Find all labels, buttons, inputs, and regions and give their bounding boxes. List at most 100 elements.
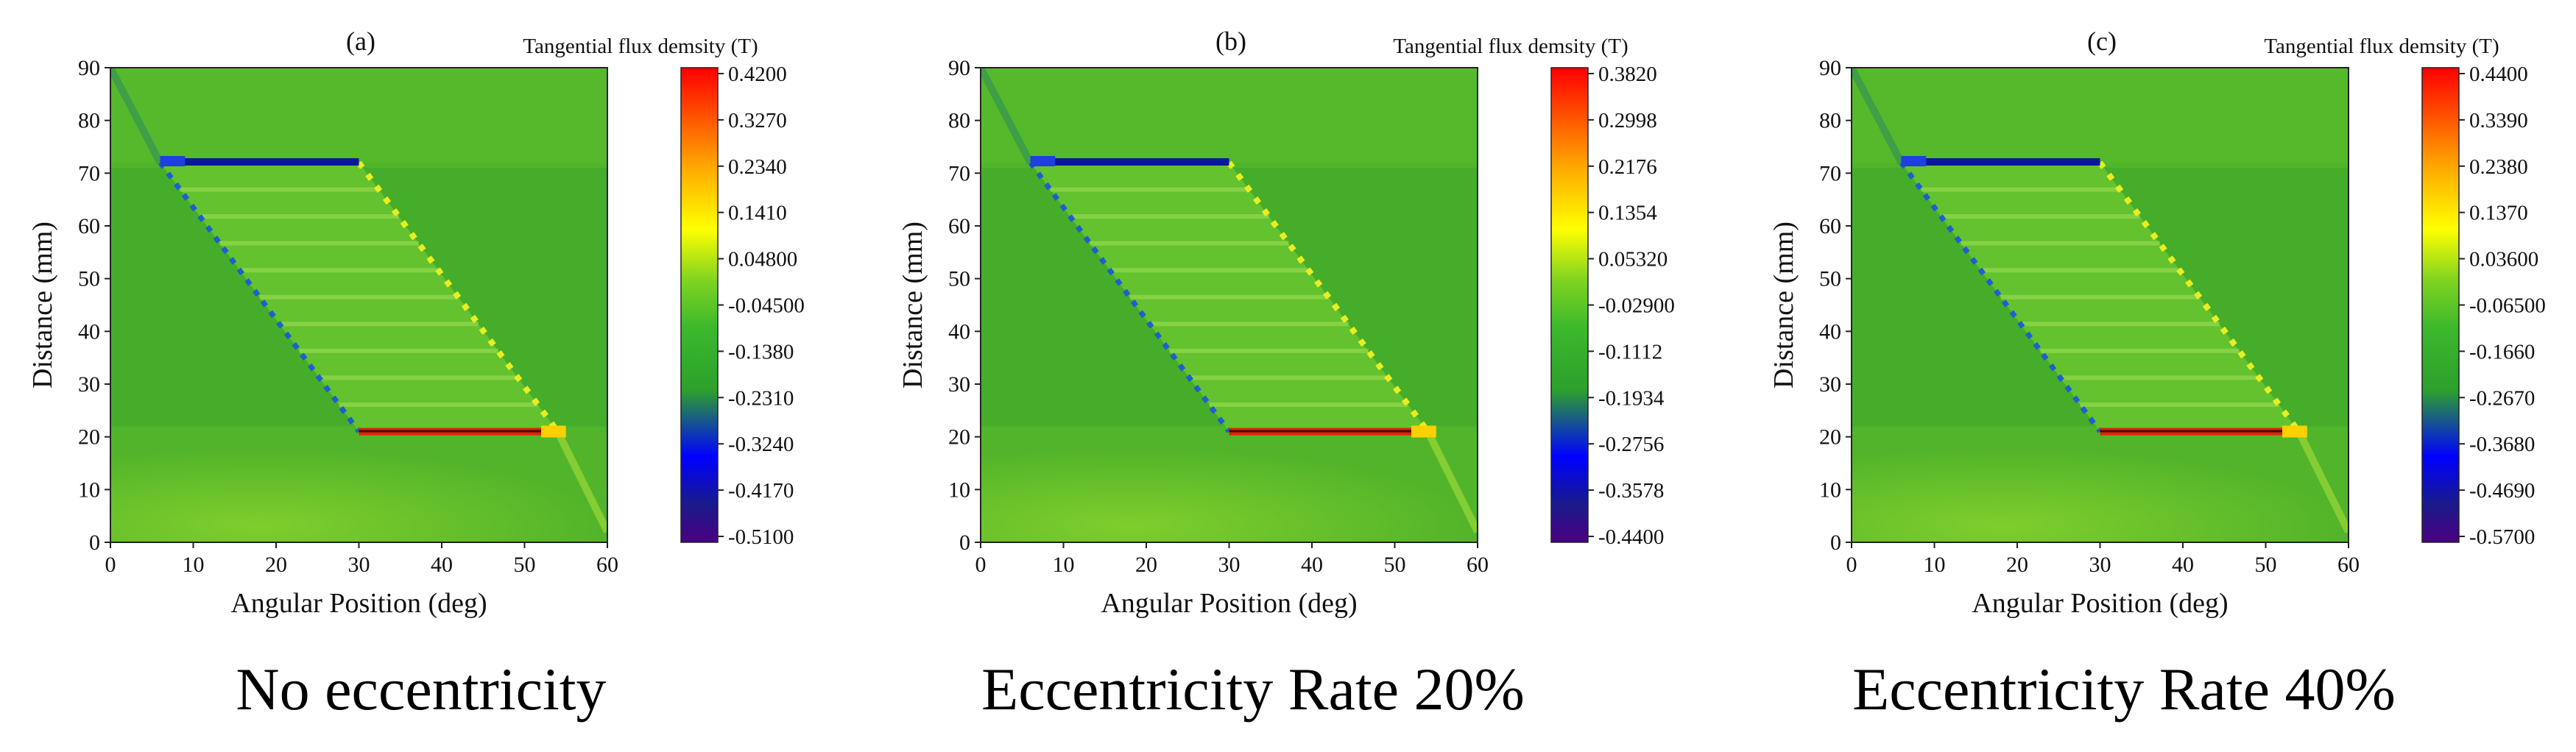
lower-region <box>981 431 1478 542</box>
colorbar-tick-label: 0.1410 <box>728 202 787 225</box>
colorbar-tick-label: -0.1660 <box>2469 340 2535 363</box>
colorbar-tick-label: -0.3578 <box>1598 479 1664 503</box>
upper-flux-bar-edge <box>1030 156 1056 166</box>
x-tick-label: 30 <box>2089 553 2111 577</box>
panel-letter: (b) <box>1215 26 1246 56</box>
colorbar-tick-label: 0.3820 <box>1598 63 1657 86</box>
y-tick-label: 0 <box>1830 531 1841 555</box>
y-tick-label: 80 <box>948 109 970 133</box>
corner-diagonal-bottom <box>2296 430 2349 533</box>
caption-a: No eccentricity <box>236 656 607 723</box>
y-tick-label: 80 <box>78 109 100 133</box>
panel-a: 0 10 20 30 40 50 60 0 10 20 30 40 50 60 70 80 90 Angular … <box>0 0 858 752</box>
x-tick-label: 40 <box>1301 553 1323 577</box>
heatmap-field <box>1852 68 2349 542</box>
upper-flux-bar-edge <box>1901 156 1927 166</box>
x-tick-label: 60 <box>2337 553 2360 577</box>
colorbar-tick-label: -0.4400 <box>1598 525 1664 549</box>
y-tick-label: 60 <box>1819 214 1841 238</box>
x-axis-label: Angular Position (deg) <box>1972 588 2228 619</box>
y-tick-label: 70 <box>1819 161 1841 185</box>
colorbar-tick-label: 0.2998 <box>1598 109 1657 132</box>
colorbar-tick-label: -0.2310 <box>728 386 794 410</box>
upper-region <box>1852 68 2349 163</box>
colorbar-tick-label: -0.4690 <box>2469 479 2535 503</box>
colorbar-tick-label: 0.1354 <box>1598 202 1657 225</box>
colorbar-tick-label: -0.3680 <box>2469 433 2535 456</box>
y-tick-label: 40 <box>948 319 970 344</box>
y-tick-label: 10 <box>78 478 100 502</box>
x-tick-label: 0 <box>105 553 116 577</box>
left-diagonal <box>1899 160 2103 433</box>
caption-b: Eccentricity Rate 20% <box>981 656 1525 723</box>
y-tick-label: 20 <box>78 425 100 450</box>
x-tick-label: 20 <box>1135 553 1157 577</box>
right-diagonal <box>2097 160 2301 433</box>
heatmap-chart-c: 0 10 20 30 40 50 60 0 10 20 30 40 50 60 70 80 90 Angular … <box>1768 26 2546 619</box>
panel-b: 0 10 20 30 40 50 60 0 10 20 30 40 50 60 70 80 90 Angular … <box>870 0 1729 752</box>
upper-flux-bar <box>1030 158 1229 166</box>
colorbar-tick-label: 0.3390 <box>2469 109 2528 132</box>
colorbar-tick-label: -0.4170 <box>728 479 794 503</box>
lower-flux-bar-edge <box>1411 425 1436 438</box>
upper-flux-bar <box>1901 158 2100 166</box>
colorbar-tick-label: 0.2176 <box>1598 155 1657 179</box>
colorbar-tick-label: 0.4400 <box>2469 63 2528 86</box>
heatmap-chart-a: 0 10 20 30 40 50 60 0 10 20 30 40 50 60 70 80 90 Angular … <box>27 26 805 619</box>
colorbar-tick-label: -0.1934 <box>1598 386 1665 410</box>
y-tick-label: 80 <box>1819 109 1841 133</box>
x-tick-label: 20 <box>2006 553 2028 577</box>
y-axis-label: Distance (mm) <box>27 221 58 389</box>
y-tick-label: 50 <box>948 267 970 291</box>
y-tick-label: 70 <box>78 161 100 185</box>
corner-diagonal-top <box>110 68 163 165</box>
colorbar-tick-label: -0.04500 <box>728 294 805 318</box>
x-tick-label: 20 <box>265 553 287 577</box>
colorbar-tick-label: 0.4200 <box>728 63 787 86</box>
colorbar-tick-label: 0.2340 <box>728 155 787 179</box>
corner-diagonal-top <box>981 68 1034 165</box>
x-tick-label: 50 <box>1384 553 1406 577</box>
x-tick-label: 0 <box>975 553 987 577</box>
panel-c: 0 10 20 30 40 50 60 0 10 20 30 40 50 60 70 80 90 Angular … <box>1741 0 2576 752</box>
y-tick-label: 60 <box>948 214 970 238</box>
x-tick-label: 50 <box>514 553 536 577</box>
x-tick-label: 10 <box>1924 553 1946 577</box>
x-tick-label: 40 <box>431 553 453 577</box>
heatmap-chart-b: 0 10 20 30 40 50 60 0 10 20 30 40 50 60 70 80 90 Angular … <box>897 26 1675 619</box>
y-tick-label: 20 <box>948 425 970 450</box>
colorbar-tick-label: -0.2756 <box>1598 433 1664 456</box>
y-tick-label: 50 <box>78 267 100 291</box>
heatmap-field <box>110 68 607 542</box>
y-tick-label: 40 <box>1819 319 1841 344</box>
corner-diagonal-bottom <box>554 430 607 533</box>
y-tick-label: 0 <box>959 531 970 555</box>
upper-region <box>981 68 1478 163</box>
colorbar-tick-label: -0.02900 <box>1598 294 1675 318</box>
colorbar <box>1550 67 1589 543</box>
left-diagonal <box>158 160 361 433</box>
x-tick-label: 40 <box>2172 553 2194 577</box>
colorbar-tick-label: 0.04800 <box>728 248 797 272</box>
corner-diagonal-top <box>1852 68 1905 165</box>
x-axis-label: Angular Position (deg) <box>230 588 487 619</box>
lower-region <box>110 431 607 542</box>
heatmap-field <box>981 68 1478 542</box>
lower-flux-bar-edge <box>2282 425 2307 438</box>
y-tick-label: 90 <box>78 56 100 80</box>
colorbar-tick-label: -0.5100 <box>728 525 794 549</box>
colorbar-tick-label: -0.2670 <box>2469 386 2535 410</box>
lower-flux-bar-core <box>359 430 541 433</box>
y-axis-label: Distance (mm) <box>897 221 928 389</box>
colorbar <box>2421 67 2460 543</box>
y-tick-label: 90 <box>948 56 970 80</box>
x-tick-label: 30 <box>348 553 370 577</box>
lower-flux-bar-core <box>1229 430 1411 433</box>
y-axis-label: Distance (mm) <box>1768 221 1799 389</box>
y-tick-label: 60 <box>78 214 100 238</box>
colorbar-tick-label: -0.1380 <box>728 340 794 363</box>
y-tick-label: 50 <box>1819 267 1841 291</box>
x-tick-label: 60 <box>1467 553 1489 577</box>
colorbar-tick-label: 0.03600 <box>2469 248 2538 272</box>
